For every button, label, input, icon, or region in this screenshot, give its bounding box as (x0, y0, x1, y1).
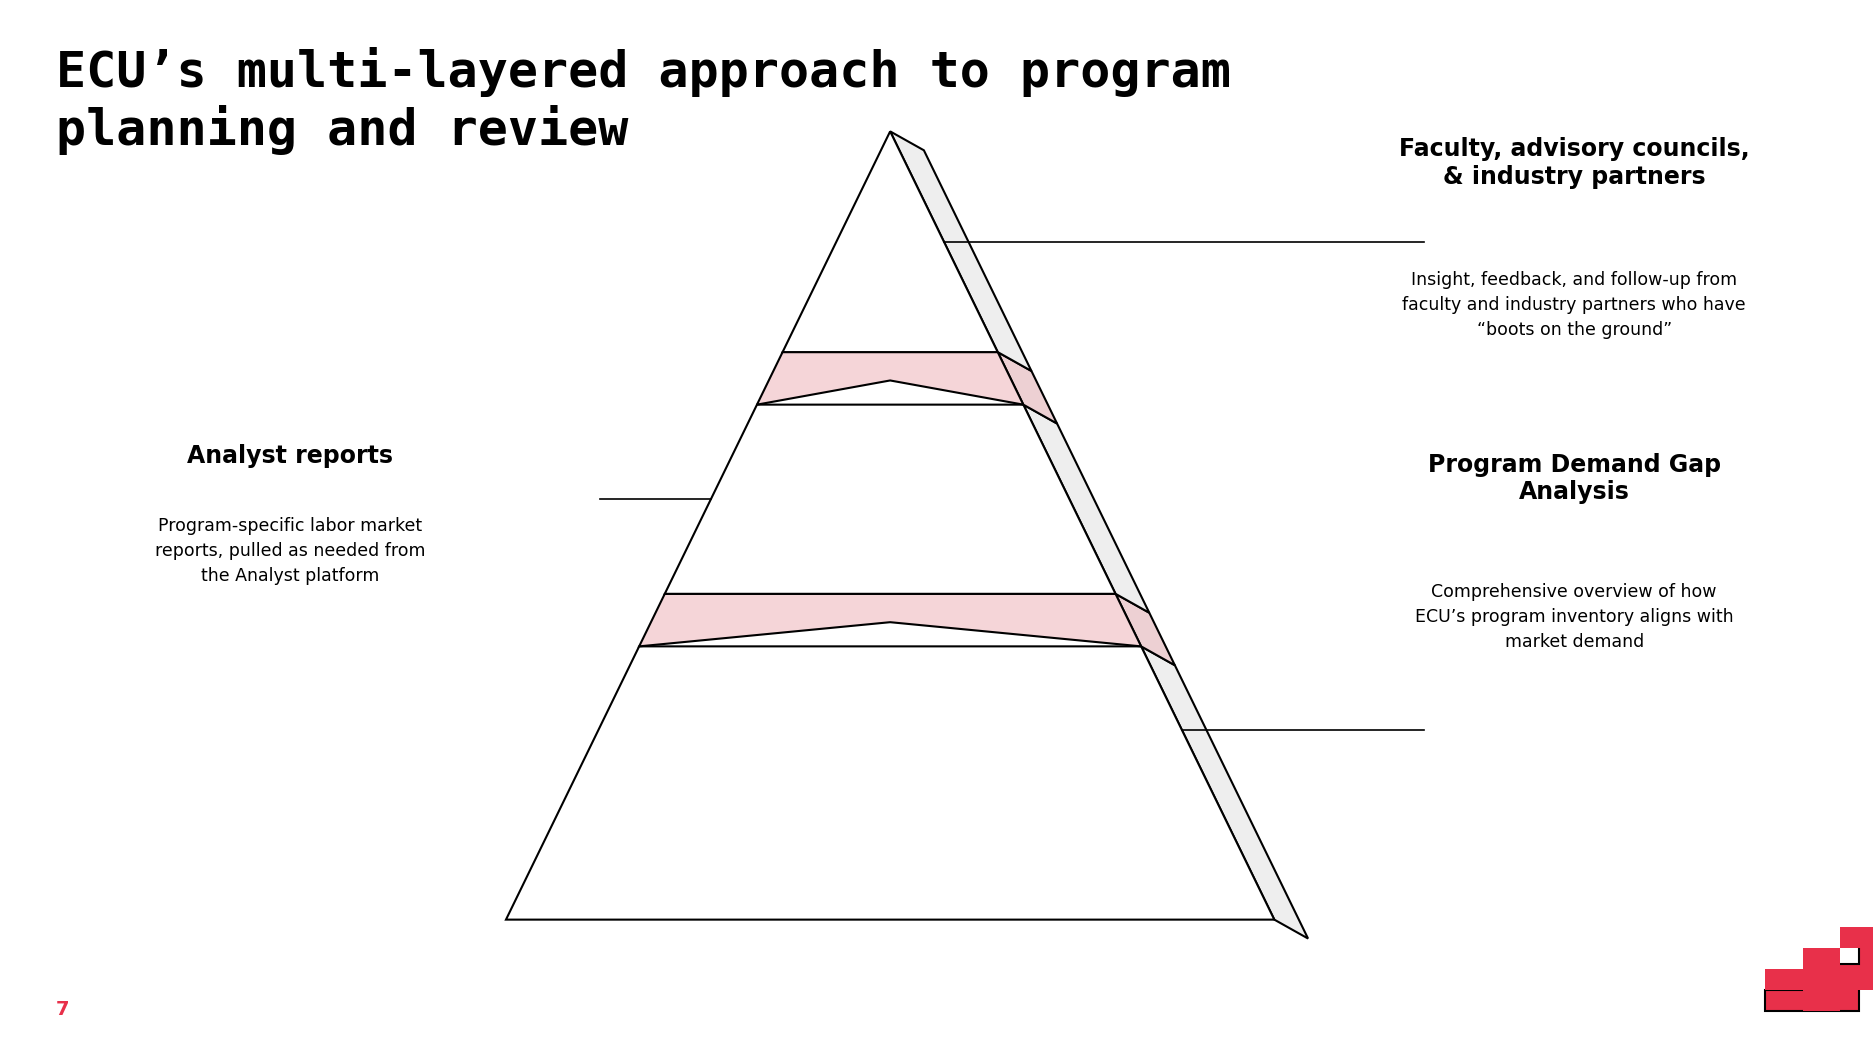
Polygon shape (1023, 405, 1148, 613)
Polygon shape (1764, 927, 1873, 1011)
Polygon shape (506, 646, 1274, 920)
Polygon shape (665, 405, 1114, 594)
Polygon shape (1141, 646, 1307, 939)
Polygon shape (890, 131, 1030, 371)
Polygon shape (996, 352, 1056, 424)
Text: 7: 7 (56, 1001, 69, 1019)
Text: ECU’s multi-layered approach to program
planning and review: ECU’s multi-layered approach to program … (56, 47, 1231, 156)
Polygon shape (1114, 594, 1174, 665)
Text: Program Demand Gap
Analysis: Program Demand Gap Analysis (1427, 453, 1719, 504)
Polygon shape (639, 594, 1141, 646)
Polygon shape (1764, 916, 1873, 1011)
Text: Program-specific labor market
reports, pulled as needed from
the Analyst platfor: Program-specific labor market reports, p… (155, 517, 425, 585)
Text: Faculty, advisory councils,
& industry partners: Faculty, advisory councils, & industry p… (1397, 138, 1749, 189)
Polygon shape (757, 352, 1023, 405)
Text: Analyst reports: Analyst reports (187, 444, 393, 468)
Text: Comprehensive overview of how
ECU’s program inventory aligns with
market demand: Comprehensive overview of how ECU’s prog… (1414, 583, 1733, 652)
Polygon shape (783, 131, 996, 352)
Text: Insight, feedback, and follow-up from
faculty and industry partners who have
“bo: Insight, feedback, and follow-up from fa… (1401, 271, 1746, 339)
